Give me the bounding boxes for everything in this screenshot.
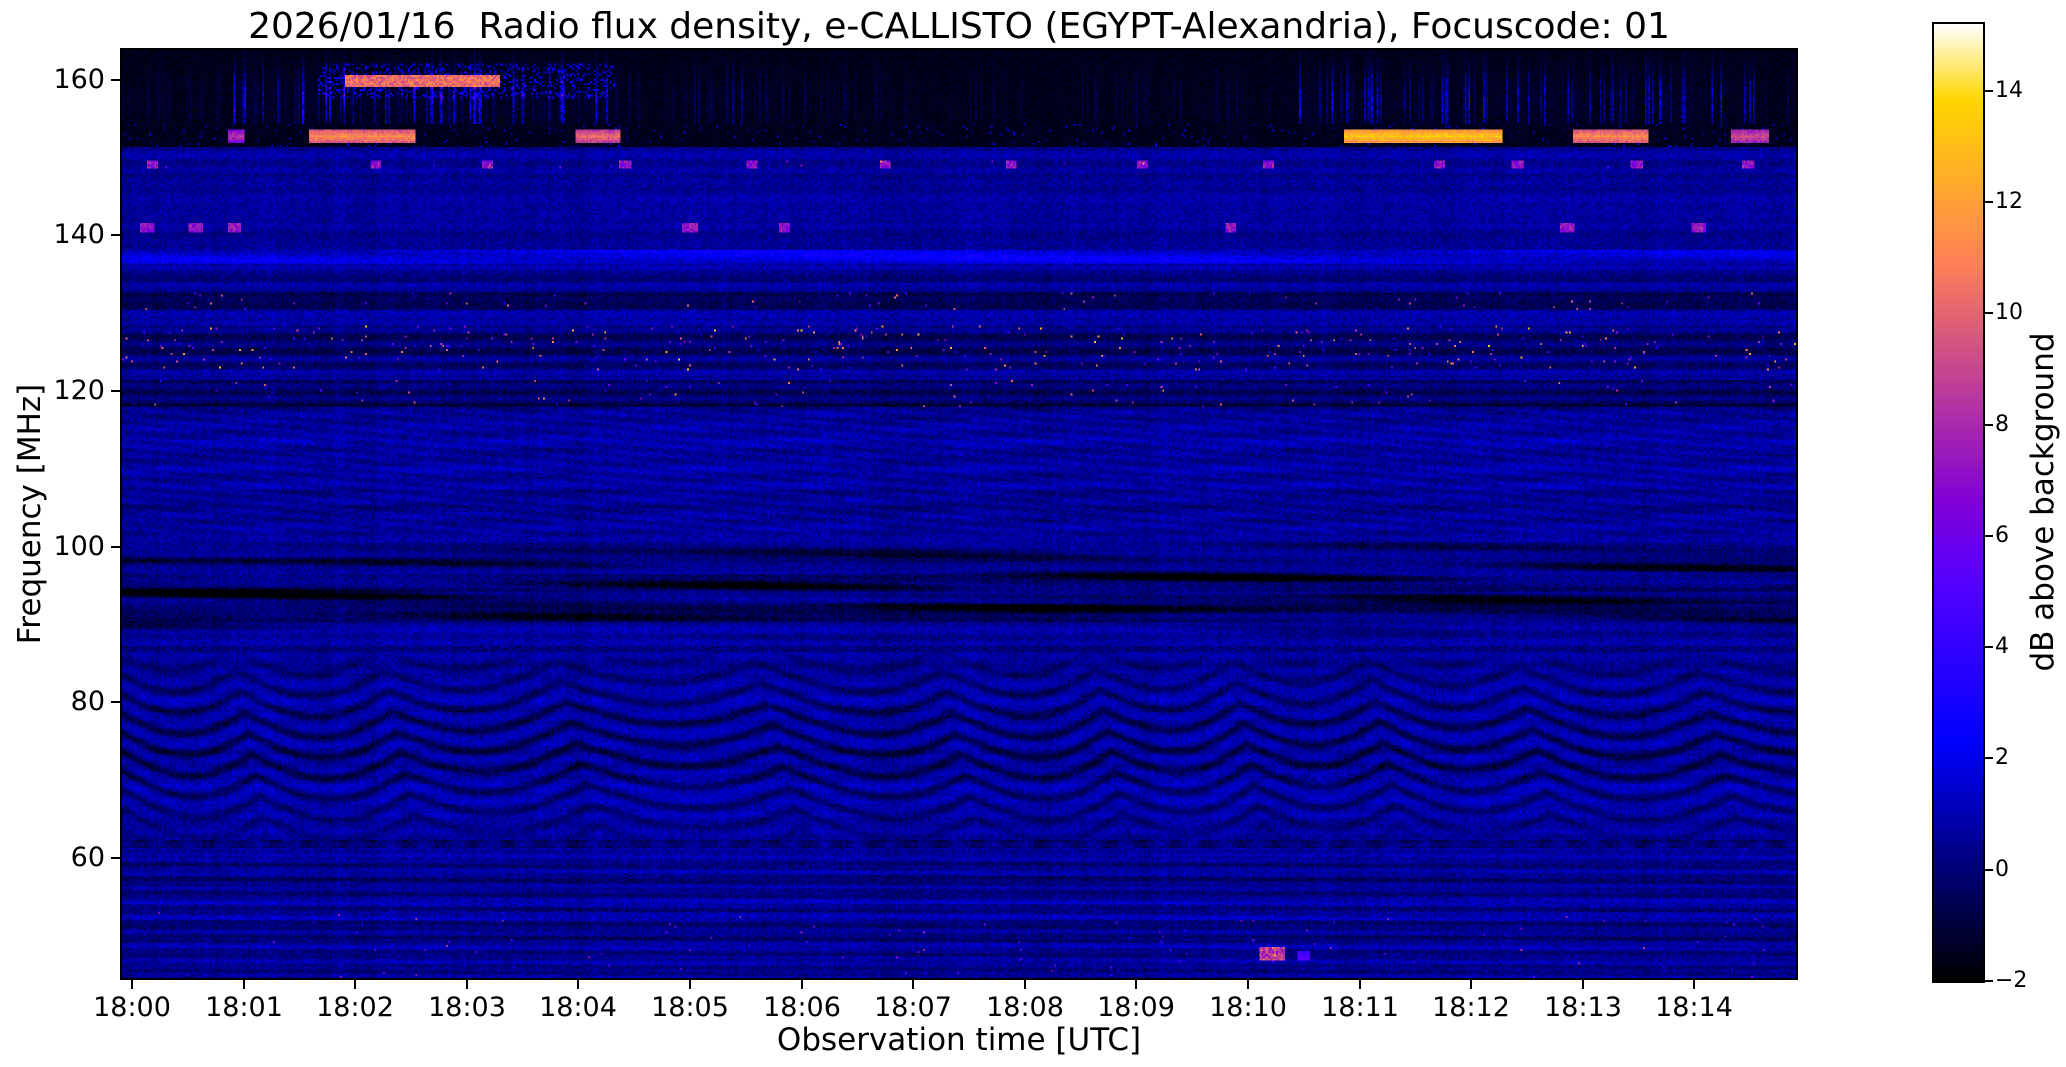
x-tick-mark (801, 980, 803, 989)
colorbar-tick-label: 2 (1995, 745, 2009, 770)
y-tick-label: 160 (53, 64, 105, 95)
x-tick-mark (466, 980, 468, 989)
x-tick-label: 18:12 (1432, 992, 1510, 1023)
plot-frame (120, 48, 1798, 980)
x-tick-mark (912, 980, 914, 989)
colorbar-tick-label: 10 (1995, 300, 2023, 325)
y-tick-mark (111, 234, 120, 236)
x-tick-mark (354, 980, 356, 989)
x-tick-label: 18:10 (1209, 992, 1287, 1023)
y-tick-mark (111, 546, 120, 548)
colorbar-tick-label: −2 (1995, 968, 2028, 993)
x-tick-mark (1582, 980, 1584, 989)
y-tick-label: 100 (53, 531, 105, 562)
x-tick-label: 18:07 (874, 992, 952, 1023)
chart-title: 2026/01/16 Radio flux density, e-CALLIST… (248, 6, 1670, 47)
colorbar-frame (1932, 22, 1985, 983)
x-tick-label: 18:03 (428, 992, 506, 1023)
y-tick-mark (111, 79, 120, 81)
y-tick-label: 60 (70, 842, 105, 873)
colorbar-label: dB above background (2025, 332, 2061, 672)
x-tick-mark (1470, 980, 1472, 989)
colorbar-tick-mark (1985, 90, 1993, 92)
x-tick-mark (131, 980, 133, 989)
colorbar-tick-label: 0 (1995, 857, 2009, 882)
x-tick-mark (1024, 980, 1026, 989)
x-tick-label: 18:01 (205, 992, 283, 1023)
colorbar-tick-mark (1985, 312, 1993, 314)
x-tick-mark (1359, 980, 1361, 989)
y-tick-label: 120 (53, 375, 105, 406)
y-tick-mark (111, 701, 120, 703)
colorbar-tick-label: 4 (1995, 634, 2009, 659)
x-tick-label: 18:00 (93, 992, 171, 1023)
spectrogram-heatmap (122, 50, 1796, 978)
x-tick-label: 18:14 (1655, 992, 1733, 1023)
x-tick-mark (243, 980, 245, 989)
x-tick-label: 18:13 (1544, 992, 1622, 1023)
colorbar-tick-mark (1985, 424, 1993, 426)
x-tick-mark (1693, 980, 1695, 989)
colorbar-tick-mark (1985, 535, 1993, 537)
y-tick-mark (111, 390, 120, 392)
colorbar-tick-mark (1985, 869, 1993, 871)
x-tick-label: 18:02 (316, 992, 394, 1023)
x-tick-label: 18:05 (651, 992, 729, 1023)
colorbar-tick-label: 14 (1995, 78, 2023, 103)
colorbar-tick-label: 8 (1995, 412, 2009, 437)
y-tick-label: 140 (53, 219, 105, 250)
colorbar-tick-mark (1985, 980, 1993, 982)
colorbar-tick-label: 6 (1995, 523, 2009, 548)
x-tick-mark (689, 980, 691, 989)
colorbar-tick-label: 12 (1995, 189, 2023, 214)
x-tick-label: 18:04 (539, 992, 617, 1023)
x-axis-label: Observation time [UTC] (776, 1022, 1142, 1058)
x-tick-label: 18:08 (986, 992, 1064, 1023)
y-axis-label: Frequency [MHz] (12, 383, 48, 645)
x-tick-label: 18:06 (763, 992, 841, 1023)
x-tick-mark (577, 980, 579, 989)
x-tick-label: 18:11 (1321, 992, 1399, 1023)
x-tick-mark (1135, 980, 1137, 989)
y-tick-mark (111, 857, 120, 859)
colorbar-tick-mark (1985, 201, 1993, 203)
y-tick-label: 80 (70, 686, 105, 717)
colorbar-gradient (1934, 24, 1983, 981)
x-tick-label: 18:09 (1097, 992, 1175, 1023)
x-tick-mark (1247, 980, 1249, 989)
colorbar-tick-mark (1985, 646, 1993, 648)
colorbar-tick-mark (1985, 757, 1993, 759)
